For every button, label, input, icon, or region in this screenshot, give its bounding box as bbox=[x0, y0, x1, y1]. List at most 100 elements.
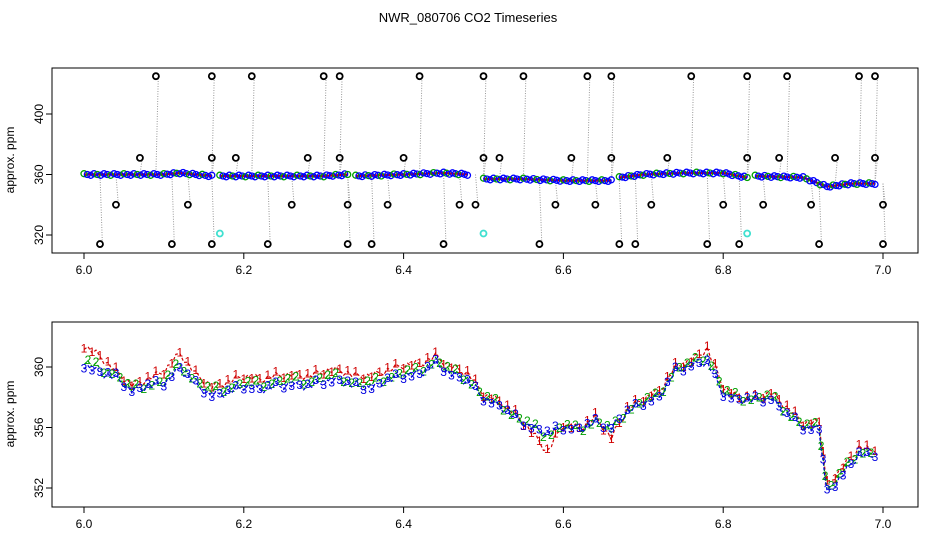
series-point-2: 2 bbox=[818, 439, 825, 453]
baseline-point bbox=[300, 173, 308, 181]
series-point-1: 1 bbox=[728, 387, 735, 401]
series-point-3: 3 bbox=[304, 377, 311, 391]
spike-connector bbox=[874, 157, 878, 184]
series-point-2: 2 bbox=[117, 370, 124, 384]
series-point-1: 1 bbox=[89, 345, 96, 359]
series-point-1: 1 bbox=[320, 367, 327, 381]
series-point-3: 3 bbox=[696, 356, 703, 370]
spike-point bbox=[183, 200, 192, 209]
series-point-2: 2 bbox=[532, 417, 539, 431]
series-point-1: 1 bbox=[312, 362, 319, 376]
baseline-point bbox=[110, 170, 118, 178]
series-point-3: 3 bbox=[360, 383, 367, 397]
series-point-2: 2 bbox=[756, 391, 763, 405]
series-point-3: 3 bbox=[656, 389, 663, 403]
baseline-point bbox=[273, 171, 282, 179]
series-point-2: 2 bbox=[149, 378, 156, 392]
baseline-point bbox=[96, 171, 105, 179]
spike-connector bbox=[419, 76, 423, 174]
baseline-point bbox=[666, 169, 674, 178]
series-point-1: 1 bbox=[384, 360, 391, 374]
series-point-2: 2 bbox=[141, 382, 148, 396]
series-point-1: 1 bbox=[232, 368, 239, 382]
series-point-1: 1 bbox=[640, 395, 647, 409]
spike-point bbox=[583, 72, 592, 81]
series-point-3: 3 bbox=[816, 423, 823, 437]
series-point-1: 1 bbox=[416, 356, 423, 370]
series-point-1: 1 bbox=[816, 415, 823, 429]
series-point-1: 1 bbox=[472, 372, 479, 386]
baseline-point bbox=[153, 170, 161, 179]
spike-connector bbox=[99, 174, 103, 245]
plot-frame bbox=[51, 67, 919, 254]
spike-point bbox=[783, 72, 792, 81]
series-point-1: 1 bbox=[792, 404, 799, 418]
series-point-1: 1 bbox=[161, 367, 168, 381]
spike-point bbox=[335, 153, 344, 162]
baseline-point bbox=[676, 169, 684, 177]
series-point-3: 3 bbox=[520, 419, 527, 433]
plot-frame bbox=[51, 321, 919, 508]
baseline-point bbox=[506, 176, 514, 184]
spike-point bbox=[343, 200, 352, 209]
spike-connector bbox=[155, 76, 159, 175]
series-point-2: 2 bbox=[181, 364, 188, 378]
baseline-point bbox=[80, 170, 88, 178]
series-point-3: 3 bbox=[169, 370, 176, 384]
x-tick-label: 6.4 bbox=[395, 263, 412, 277]
spike-connector bbox=[818, 183, 822, 245]
series-point-3: 3 bbox=[240, 382, 247, 396]
series-point-3: 3 bbox=[820, 453, 827, 467]
spike-point bbox=[871, 72, 879, 81]
series-point-2: 2 bbox=[476, 385, 483, 399]
x-tick-label: 7.0 bbox=[875, 263, 892, 277]
series-point-2: 2 bbox=[348, 376, 355, 390]
series-point-3: 3 bbox=[624, 403, 631, 417]
series-point-3: 3 bbox=[137, 381, 144, 395]
baseline-point bbox=[607, 176, 615, 184]
series-point-2: 2 bbox=[844, 455, 851, 469]
baseline-point bbox=[706, 169, 714, 177]
spike-point bbox=[287, 200, 296, 209]
series-point-2: 2 bbox=[284, 371, 291, 385]
series-point-1: 1 bbox=[744, 389, 751, 403]
series-point-1: 1 bbox=[145, 369, 152, 383]
series-point-3: 3 bbox=[712, 367, 719, 381]
series-point-3: 3 bbox=[664, 375, 671, 389]
series-point-3: 3 bbox=[800, 423, 807, 437]
series-point-2: 2 bbox=[652, 386, 659, 400]
series-point-2: 2 bbox=[372, 371, 379, 385]
baseline-point bbox=[409, 169, 418, 177]
series-point-3: 3 bbox=[760, 395, 767, 409]
series-line-1 bbox=[83, 345, 876, 483]
series-point-2: 2 bbox=[452, 362, 459, 376]
baseline-point bbox=[770, 172, 778, 180]
spike-connector bbox=[786, 76, 791, 178]
baseline-point bbox=[150, 170, 158, 178]
baseline-point bbox=[789, 172, 798, 181]
baseline-point bbox=[686, 169, 694, 177]
series-point-1: 1 bbox=[121, 374, 128, 388]
series-point-1: 1 bbox=[272, 365, 279, 379]
spike-point bbox=[831, 153, 839, 162]
spike-connector bbox=[594, 180, 599, 205]
series-point-3: 3 bbox=[216, 386, 223, 400]
spike-point bbox=[871, 153, 879, 162]
series-point-2: 2 bbox=[524, 414, 531, 428]
series-point-3: 3 bbox=[185, 367, 192, 381]
series-point-3: 3 bbox=[744, 391, 751, 405]
series-point-2: 2 bbox=[836, 467, 843, 481]
series-point-3: 3 bbox=[129, 385, 136, 399]
baseline-point bbox=[509, 174, 518, 182]
spike-connector bbox=[387, 174, 391, 205]
baseline-point bbox=[189, 169, 197, 178]
spike-point bbox=[687, 72, 696, 81]
series-line-2 bbox=[83, 353, 876, 489]
spike-connector bbox=[882, 183, 886, 205]
baseline-point bbox=[656, 170, 664, 178]
series-point-1: 1 bbox=[352, 365, 359, 379]
series-point-3: 3 bbox=[720, 390, 727, 404]
series-point-2: 2 bbox=[868, 446, 875, 460]
series-point-3: 3 bbox=[824, 483, 831, 497]
